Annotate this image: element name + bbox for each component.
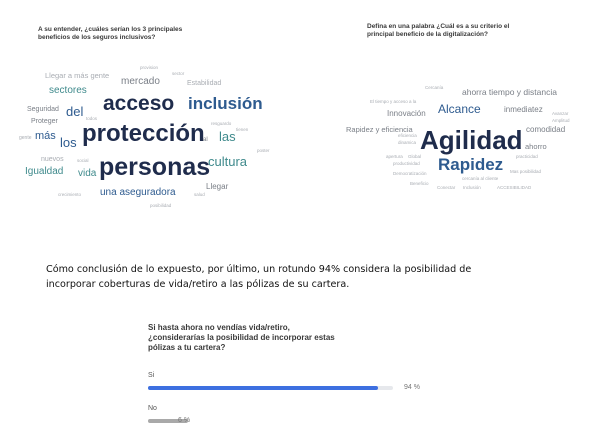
word-cloud-word: posibilidad [150,203,172,208]
word-cloud-word: Mas posibilidad [510,169,542,174]
word-cloud-word: Agilidad [420,125,523,155]
word-cloud-word: salud [194,192,205,197]
poll-question-line2: ¿considerarías la posibilidad de incorpo… [148,333,335,342]
right-question-line1: Defina en una palabra ¿Cuál es a su crit… [367,23,510,30]
poll-option-label: No [148,405,157,412]
word-cloud-word: Cercanía [425,85,444,90]
word-cloud-word: al [203,137,208,143]
word-cloud-word: Llegar a más gente [45,71,110,80]
word-cloud-word: Llegar [206,182,229,191]
word-cloud-word: social [77,158,89,163]
word-cloud-word: Igualdad [25,166,64,177]
word-cloud-word: del [66,104,84,119]
word-cloud-word: poster [257,148,270,153]
poll-option-percent: 94 % [404,384,420,391]
word-cloud-word: mercado [121,76,160,87]
poll-option-yes: Si 94 % [148,372,428,402]
word-cloud-word: más [35,130,56,142]
word-cloud-word: vida [78,168,97,179]
word-cloud-word: cultura [208,154,248,169]
word-cloud-word: cercanía al cliente [462,176,499,181]
word-cloud-word: Inclusión [463,185,481,190]
word-cloud-word: gente [19,135,32,141]
left-question-line2: beneficios de los seguros inclusivos? [38,34,156,41]
word-cloud-word: crecimiento [58,192,82,197]
left-question-title: A su entender, ¿cuáles serían los 3 prin… [38,26,182,42]
word-cloud-word: Seguridad [27,106,59,113]
word-cloud-word: los [60,135,77,150]
word-cloud-word: todos [86,116,98,121]
poll-bar-track [148,419,393,423]
word-cloud-word: Global [408,154,422,159]
poll-option-no: No 6 % [148,405,428,435]
word-cloud-word: inclusión [188,94,263,113]
word-cloud-word: comodidad [526,125,566,134]
word-cloud-word: inmediatez [504,105,543,114]
word-cloud-word: Alcance [438,102,481,116]
left-question-line1: A su entender, ¿cuáles serían los 3 prin… [38,26,183,33]
word-cloud-word: ahorro [525,142,547,151]
poll-option-percent: 6 % [178,417,191,424]
word-cloud-word: Rapidez y eficiencia [346,125,413,134]
word-cloud-word: tienen [236,127,249,132]
word-cloud-word: Democratización [393,171,427,176]
word-cloud-word: acceso [103,92,175,115]
conclusion-line2: incorporar coberturas de vida/retiro a l… [46,278,350,290]
word-cloud-word: dinamica [398,140,417,145]
conclusion-line1: Cómo conclusión de lo expuesto, por últi… [46,264,472,275]
word-cloud-word: eficiencia [398,133,417,138]
word-cloud-word: ahorra tiempo y distancia [462,87,557,97]
poll-results: Si hasta ahora no vendías vida/retiro, ¿… [148,323,428,424]
word-cloud-word: personas [99,153,211,181]
word-cloud-word: practicidad [516,154,538,159]
conclusion-paragraph: Cómo conclusión de lo expuesto, por últi… [46,263,546,292]
word-cloud-word: resguardo [211,121,232,126]
word-cloud-word: provision [140,65,159,70]
word-cloud-word: Innovación [387,109,426,118]
poll-question-line1: Si hasta ahora no vendías vida/retiro, [148,323,290,332]
word-cloud-word: apertura [386,154,403,159]
poll-bar-fill [148,386,379,390]
poll-question: Si hasta ahora no vendías vida/retiro, ¿… [148,323,428,353]
word-cloud-word: Conectar [437,185,456,190]
word-cloud-word: sectores [49,85,87,96]
word-cloud-word: Proteger [31,118,58,125]
right-question-title: Defina en una palabra ¿Cuál es a su crit… [367,23,509,39]
word-cloud-word: El tiempo y acceso a la [370,99,417,104]
poll-question-line3: pólizas a tu cartera? [148,343,226,352]
word-cloud-word: Amplitud [552,118,570,123]
poll-option-label: Si [148,372,155,379]
word-cloud-word: protección [82,120,205,147]
word-cloud-word: Rapidez [438,155,504,174]
word-cloud-word: las [219,129,236,144]
poll-bar-fill [148,419,188,423]
word-cloud-word: productividad [393,161,420,166]
word-cloud-word: Beneficio [410,181,429,186]
word-cloud-word: una aseguradora [100,187,176,198]
word-cloud-word: nuevos [41,156,64,163]
word-cloud-word: sector [172,71,185,76]
word-cloud-word: ACCESIBILIDAD [497,185,532,190]
poll-bar-track [148,386,393,390]
word-cloud-word: Estabilidad [187,80,222,87]
word-cloud-word: Avanzar [552,111,569,116]
right-question-line2: principal beneficio de la digitalización… [367,31,488,38]
